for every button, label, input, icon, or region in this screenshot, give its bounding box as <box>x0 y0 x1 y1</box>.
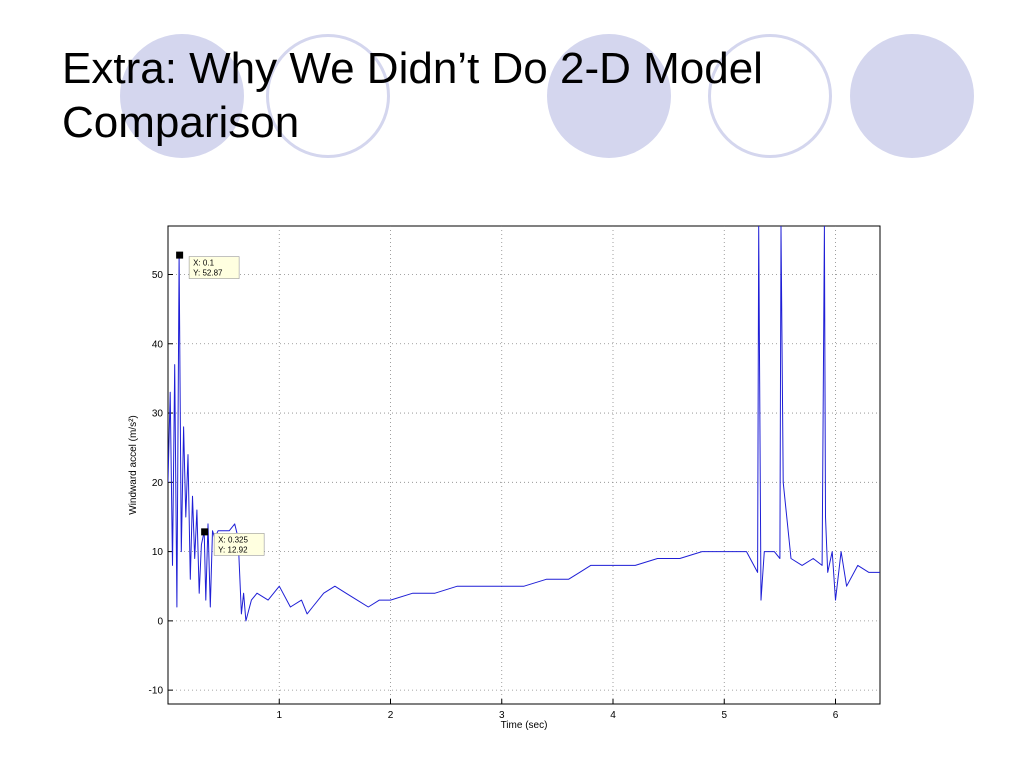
data-tip-x-label: X: 0.1 <box>193 259 214 268</box>
decorative-circle <box>850 34 974 158</box>
x-tick-label: 2 <box>388 710 394 721</box>
y-tick-label: 0 <box>157 616 163 627</box>
data-tip-box <box>188 256 240 279</box>
x-axis-label: Time (sec) <box>501 720 548 731</box>
series-layer <box>168 226 880 622</box>
data-tip-x-label: X: 0.325 <box>218 535 248 544</box>
data-tip-box <box>213 533 265 556</box>
tick-layer: 1 2 3 4 5 6 -10 0 10 20 30 40 50 <box>149 270 839 721</box>
data-tip[interactable]: X: 0.1Y: 52.87 <box>176 251 240 279</box>
x-tick-label: 1 <box>276 710 282 721</box>
x-tick-label: 3 <box>499 710 505 721</box>
y-axis-label: Windward accel (m/s²) <box>128 415 139 514</box>
y-tick-label: 20 <box>152 478 164 489</box>
decorative-ring <box>266 34 390 158</box>
y-tick-label: 50 <box>152 270 164 281</box>
decorative-ring <box>708 34 832 158</box>
y-tick-label: 10 <box>152 547 164 558</box>
y-tick-label: -10 <box>149 686 164 697</box>
decorative-circle <box>120 34 244 158</box>
data-tip-y-label: Y: 52.87 <box>193 269 223 278</box>
y-tick-label: 40 <box>152 339 164 350</box>
data-tip-marker[interactable] <box>201 528 209 536</box>
data-tip-y-label: Y: 12.92 <box>218 545 248 554</box>
series-line <box>168 226 880 622</box>
data-tip-marker[interactable] <box>176 251 184 259</box>
slide-title: Extra: Why We Didn’t Do 2-D Model Compar… <box>62 42 962 150</box>
x-tick-label: 5 <box>721 710 727 721</box>
decorative-circle <box>547 34 671 158</box>
slide-title-line-2: Comparison <box>62 98 300 147</box>
plot-area <box>167 225 881 705</box>
grid-layer <box>168 226 880 704</box>
chart-figure: 1 2 3 4 5 6 -10 0 10 20 30 40 50 X: 0.1 Y: 52.87 X: 0.… <box>110 210 900 740</box>
y-tick-label: 30 <box>152 409 164 420</box>
x-tick-label: 4 <box>610 710 616 721</box>
x-tick-label: 6 <box>833 710 839 721</box>
slide-title-line-1: Extra: Why We Didn’t Do 2-D Model <box>62 44 763 93</box>
